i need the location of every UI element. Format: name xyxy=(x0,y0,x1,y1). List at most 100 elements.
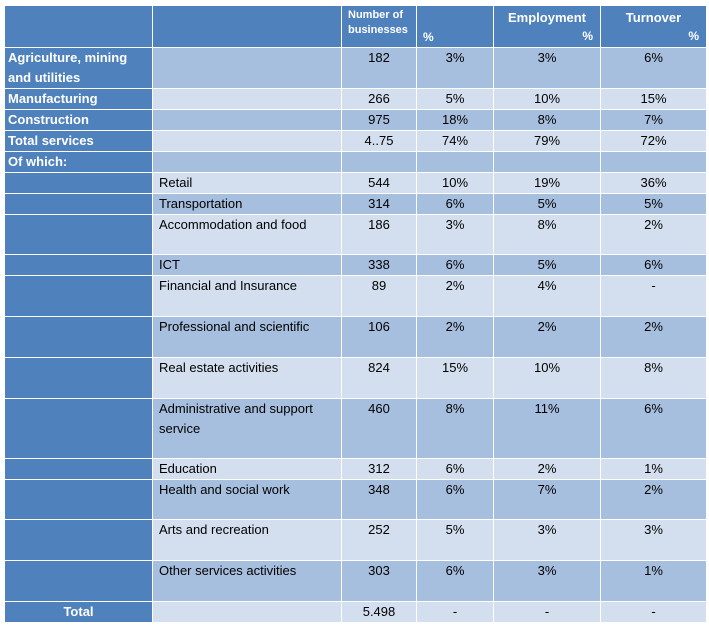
employment-cell: 10% xyxy=(493,357,601,399)
businesses-cell: 824 xyxy=(341,357,417,399)
header-turnover: Turnover % xyxy=(600,5,707,48)
table-row: Retail 544 10% 19% 36% xyxy=(4,172,707,194)
turnover-cell xyxy=(600,151,707,173)
subsector-label xyxy=(152,109,342,131)
pct-cell: 8% xyxy=(416,398,494,459)
sector-label: Construction xyxy=(4,109,153,131)
employment-cell: 8% xyxy=(493,109,601,131)
businesses-cell: 4..75 xyxy=(341,130,417,152)
table-row: Manufacturing 266 5% 10% 15% xyxy=(4,88,707,110)
employment-cell: 79% xyxy=(493,130,601,152)
employment-cell: 4% xyxy=(493,275,601,317)
table-row: ICT 338 6% 5% 6% xyxy=(4,254,707,276)
employment-cell: 8% xyxy=(493,214,601,255)
table-row: Real estate activities 824 15% 10% 8% xyxy=(4,357,707,399)
table-row: Transportation 314 6% 5% 5% xyxy=(4,193,707,215)
businesses-cell: 312 xyxy=(341,458,417,480)
header-sector-cell xyxy=(4,5,153,48)
turnover-cell: 5% xyxy=(600,193,707,215)
table-row: Other services activities 303 6% 3% 1% xyxy=(4,560,707,602)
turnover-cell: 2% xyxy=(600,214,707,255)
table-row: Administrative and support service 460 8% 1… xyxy=(4,398,707,459)
businesses-cell: 89 xyxy=(341,275,417,317)
pct-cell: 10% xyxy=(416,172,494,194)
businesses-cell: 460 xyxy=(341,398,417,459)
employment-cell xyxy=(493,151,601,173)
businesses-cell: 975 xyxy=(341,109,417,131)
employment-cell: 2% xyxy=(493,316,601,358)
turnover-cell: 6% xyxy=(600,47,707,89)
table-row: Arts and recreation 252 5% 3% 3% xyxy=(4,519,707,561)
turnover-cell: 36% xyxy=(600,172,707,194)
employment-cell: 5% xyxy=(493,193,601,215)
sector-label xyxy=(4,479,153,520)
pct-cell: 6% xyxy=(416,193,494,215)
pct-cell: 6% xyxy=(416,254,494,276)
businesses-cell: 314 xyxy=(341,193,417,215)
turnover-cell: 6% xyxy=(600,398,707,459)
subsector-label xyxy=(152,601,342,623)
table-row: Agriculture, mining and utilities 182 3% 3%… xyxy=(4,47,707,89)
sector-label: Of which: xyxy=(4,151,153,173)
subsector-label: Financial and Insurance xyxy=(152,275,342,317)
sector-label xyxy=(4,172,153,194)
subsector-label: Transportation xyxy=(152,193,342,215)
subsector-label: ICT xyxy=(152,254,342,276)
sector-label xyxy=(4,458,153,480)
subsector-label: Education xyxy=(152,458,342,480)
subsector-label: Professional and scientific xyxy=(152,316,342,358)
sector-label: Manufacturing xyxy=(4,88,153,110)
subsector-label: Arts and recreation xyxy=(152,519,342,561)
table-row: Total services 4..75 74% 79% 72% xyxy=(4,130,707,152)
employment-cell: - xyxy=(493,601,601,623)
subsector-label xyxy=(152,47,342,89)
turnover-cell: 7% xyxy=(600,109,707,131)
turnover-cell: 8% xyxy=(600,357,707,399)
pct-cell: 6% xyxy=(416,458,494,480)
turnover-cell: 3% xyxy=(600,519,707,561)
businesses-cell: 106 xyxy=(341,316,417,358)
table-row: Construction 975 18% 8% 7% xyxy=(4,109,707,131)
pct-cell: 18% xyxy=(416,109,494,131)
turnover-cell: 15% xyxy=(600,88,707,110)
header-employment-pct: % xyxy=(582,29,593,43)
businesses-cell xyxy=(341,151,417,173)
subsector-label: Health and social work xyxy=(152,479,342,520)
business-statistics-table: Number of businesses % Employment % Turn… xyxy=(4,5,707,623)
pct-cell xyxy=(416,151,494,173)
subsector-label: Accommodation and food xyxy=(152,214,342,255)
header-turnover-label: Turnover xyxy=(625,10,682,25)
businesses-cell: 338 xyxy=(341,254,417,276)
employment-cell: 11% xyxy=(493,398,601,459)
subsector-label xyxy=(152,151,342,173)
pct-cell: 3% xyxy=(416,214,494,255)
sector-label xyxy=(4,193,153,215)
sector-label xyxy=(4,254,153,276)
pct-cell: 5% xyxy=(416,88,494,110)
table-header-row: Number of businesses % Employment % Turn… xyxy=(4,5,707,48)
sector-label: Total services xyxy=(4,130,153,152)
pct-cell: 6% xyxy=(416,560,494,602)
employment-cell: 2% xyxy=(493,458,601,480)
turnover-cell: 2% xyxy=(600,316,707,358)
table-row: Of which: xyxy=(4,151,707,173)
pct-cell: 2% xyxy=(416,275,494,317)
header-employment-label: Employment xyxy=(507,10,586,25)
subsector-label: Real estate activities xyxy=(152,357,342,399)
pct-cell: 15% xyxy=(416,357,494,399)
businesses-cell: 5.498 xyxy=(341,601,417,623)
turnover-cell: 72% xyxy=(600,130,707,152)
header-employment: Employment % xyxy=(493,5,601,48)
subsector-label: Administrative and support service xyxy=(152,398,342,459)
sector-label: Agriculture, mining and utilities xyxy=(4,47,153,89)
total-row: Total 5.498- - - xyxy=(4,601,707,623)
table-row: Professional and scientific 106 2% 2% 2% xyxy=(4,316,707,358)
employment-cell: 10% xyxy=(493,88,601,110)
subsector-label: Retail xyxy=(152,172,342,194)
sector-label xyxy=(4,398,153,459)
businesses-cell: 186 xyxy=(341,214,417,255)
pct-cell: 74% xyxy=(416,130,494,152)
turnover-cell: 1% xyxy=(600,560,707,602)
header-businesses-label: Number of businesses xyxy=(348,9,408,36)
subsector-label: Other services activities xyxy=(152,560,342,602)
